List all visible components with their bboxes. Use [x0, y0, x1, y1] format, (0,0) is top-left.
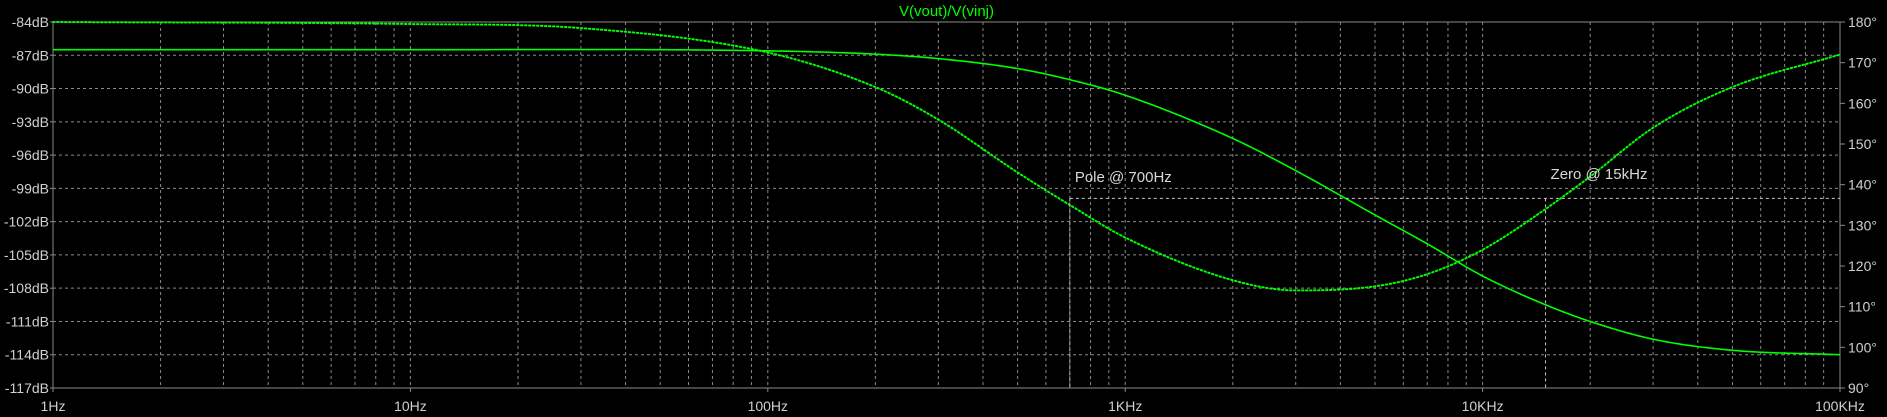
- phase-trace: [52, 21, 1841, 292]
- y-tick-label-right: 180°: [1848, 14, 1877, 30]
- y-tick-label-left: -105dB: [4, 247, 49, 263]
- y-tick-label-left: -111dB: [6, 313, 49, 329]
- magnitude-trace: [53, 48, 1841, 356]
- chart-title: V(vout)/V(vinj): [899, 3, 994, 20]
- plot-frame: [52, 21, 1841, 389]
- pole-annotation: Pole @ 700Hz: [1075, 169, 1172, 186]
- x-tick-label: 10KHz: [1462, 398, 1504, 414]
- y-tick-label-right: 110°: [1848, 299, 1876, 315]
- x-axis: 1Hz 10Hz 100Hz 1KHz 10KHz 100KHz: [41, 388, 1865, 414]
- y-tick-label-left: -114dB: [5, 347, 49, 363]
- x-tick-label: 10Hz: [394, 398, 427, 414]
- y-tick-label-right: 150°: [1848, 136, 1877, 152]
- annotations: Pole @ 700Hz Zero @ 15kHz: [1069, 166, 1840, 388]
- y-axis-left: -84dB -87dB -90dB -93dB -96dB -99dB -102dB -105…: [4, 14, 53, 396]
- y-tick-label-left: -96dB: [12, 147, 49, 163]
- y-tick-label-left: -87dB: [12, 47, 49, 63]
- y-tick-label-left: -102dB: [4, 214, 49, 230]
- grid: [53, 22, 1840, 388]
- traces: [52, 21, 1841, 356]
- zero-annotation: Zero @ 15kHz: [1551, 166, 1648, 183]
- x-tick-label: 100KHz: [1815, 398, 1865, 414]
- y-tick-label-left: -93dB: [12, 114, 49, 130]
- y-tick-label-left: -99dB: [12, 180, 49, 196]
- y-tick-label-right: 90°: [1848, 380, 1869, 396]
- y-tick-label-right: 100°: [1848, 339, 1877, 355]
- y-tick-label-right: 140°: [1848, 177, 1877, 193]
- y-tick-label-right: 160°: [1848, 95, 1877, 111]
- x-tick-label: 1KHz: [1108, 398, 1142, 414]
- x-tick-label: 100Hz: [748, 398, 788, 414]
- y-axis-right: 180° 170° 160° 150° 140° 130° 120° 110° 100° 90°: [1840, 14, 1877, 396]
- y-tick-label-right: 120°: [1848, 258, 1877, 274]
- y-tick-label-left: -108dB: [4, 280, 49, 296]
- x-tick-label: 1Hz: [41, 398, 66, 414]
- y-tick-label-right: 130°: [1848, 217, 1877, 233]
- y-tick-label-left: -117dB: [5, 380, 49, 396]
- y-tick-label-right: 170°: [1848, 55, 1877, 71]
- y-tick-label-left: -84dB: [12, 14, 49, 30]
- y-tick-label-left: -90dB: [12, 81, 49, 97]
